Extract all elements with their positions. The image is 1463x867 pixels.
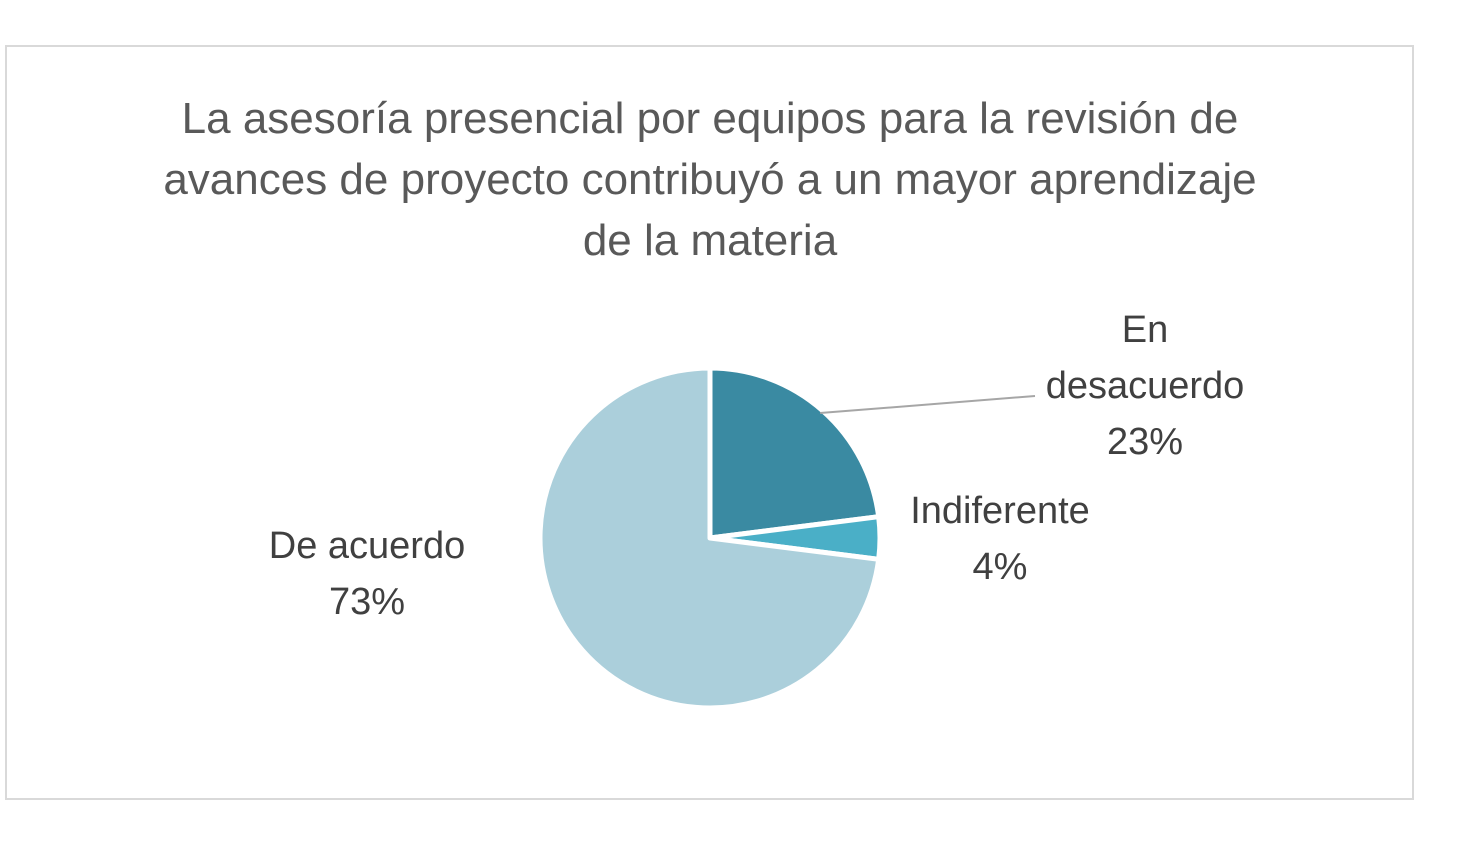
data-label-category: En [1122,309,1168,351]
pie-slice-de-acuerdo [537,365,882,711]
data-label: En desacuerdo 23% [1046,309,1245,463]
data-label-percent: 4% [973,546,1028,588]
data-label: Indiferente 4% [910,490,1090,588]
pie-slice-en-desacuerdo [707,365,882,541]
leader-line [820,395,1036,415]
data-label: De acuerdo 73% [269,525,465,623]
data-label-percent: 23% [1107,421,1183,463]
chart-title: La asesoría presencial por equipos para … [163,94,1257,265]
data-labels: En desacuerdo 23% Indiferente 4% De acuerdo 73… [269,309,1245,623]
pie-slices [537,365,883,711]
data-label-category: Indiferente [910,490,1090,532]
data-label-category: desacuerdo [1046,365,1245,407]
data-label-percent: 73% [329,581,405,623]
data-label-category: De acuerdo [269,525,465,567]
leader-lines [820,395,1036,415]
